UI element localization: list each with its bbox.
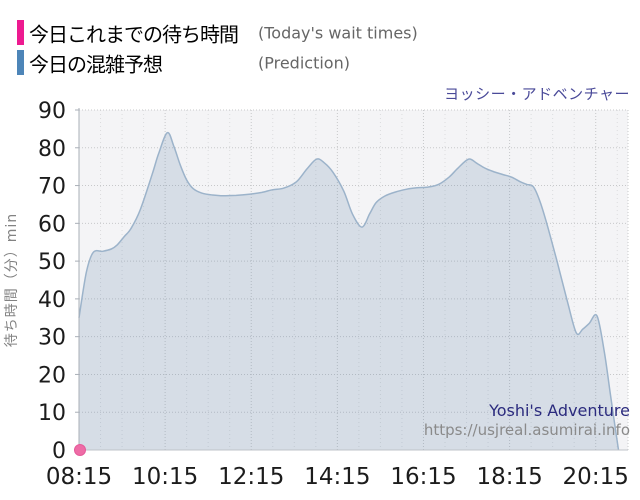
- y-tick-label: 60: [38, 212, 66, 237]
- y-tick-label: 20: [38, 363, 66, 388]
- legend-label-prediction-en: (Prediction): [258, 53, 350, 73]
- watermark-site-url: https://usjreal.asumirai.info: [423, 421, 630, 439]
- legend-label-prediction-jp: 今日の混雑予想: [29, 52, 163, 77]
- y-axis-title: 待ち時間（分）min: [4, 213, 20, 347]
- attraction-title-japanese: ヨッシー・アドベンチャー: [444, 85, 630, 103]
- x-tick-label: 12:15: [218, 464, 284, 490]
- y-tick-label: 30: [38, 326, 66, 351]
- x-tick-label: 10:15: [132, 464, 198, 490]
- y-tick-label: 80: [38, 137, 66, 162]
- x-tick-label: 14:15: [304, 464, 370, 490]
- legend-marker-prediction-bar: [17, 50, 24, 75]
- legend-label-actual-jp: 今日これまでの待ち時間: [29, 22, 239, 47]
- x-tick-label: 20:15: [563, 464, 629, 490]
- x-tick-label: 18:15: [476, 464, 542, 490]
- legend-item-prediction: 今日の混雑予想 (Prediction): [17, 48, 447, 78]
- legend-item-actual: 今日これまでの待ち時間 (Today's wait times): [17, 18, 447, 48]
- legend-label-actual-en: (Today's wait times): [258, 23, 418, 43]
- chart-legend: 今日これまでの待ち時間 (Today's wait times) 今日の混雑予想…: [17, 18, 447, 78]
- actual-wait-dot: [74, 444, 86, 456]
- plot-background: [79, 110, 628, 450]
- y-tick-label: 90: [38, 99, 66, 124]
- x-tick-label: 08:15: [46, 464, 112, 490]
- y-tick-label: 10: [38, 401, 66, 426]
- prediction-area: [79, 132, 619, 450]
- prediction-line: [78, 131, 620, 451]
- y-tick-label: 0: [52, 439, 66, 464]
- x-tick-label: 16:15: [390, 464, 456, 490]
- y-tick-label: 40: [38, 288, 66, 313]
- legend-marker-actual-bar: [17, 20, 24, 45]
- y-tick-label: 70: [38, 175, 66, 200]
- watermark-attraction-name: Yoshi's Adventure: [489, 401, 630, 420]
- y-tick-label: 50: [38, 250, 66, 275]
